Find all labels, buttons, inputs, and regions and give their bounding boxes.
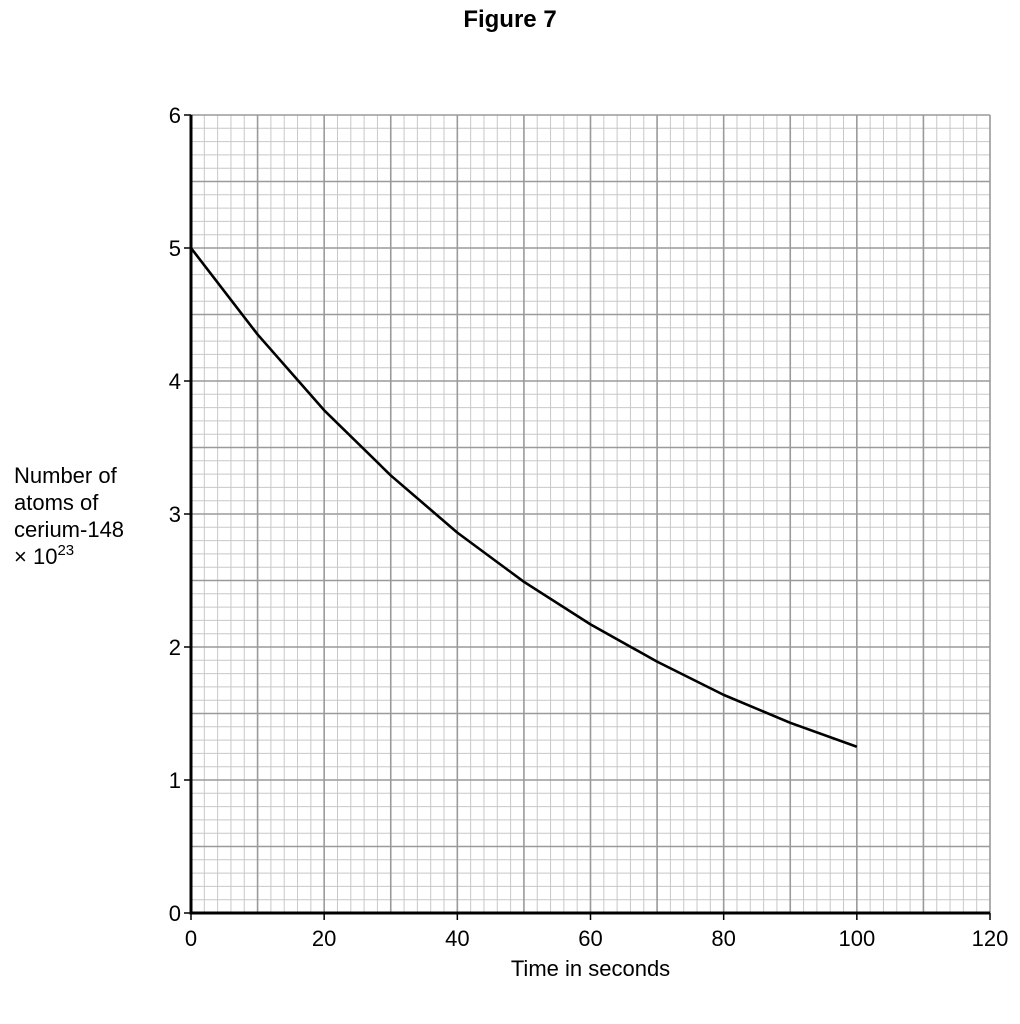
x-tick-label: 120: [972, 926, 1009, 951]
x-tick-label: 60: [578, 926, 602, 951]
y-axis-label-line-3: cerium-148: [14, 517, 125, 542]
x-axis-label: Time in seconds: [511, 956, 670, 981]
y-tick-label: 6: [169, 103, 181, 128]
y-tick-label: 2: [169, 635, 181, 660]
grid-major: [190, 114, 991, 914]
y-tick-label: 0: [169, 901, 181, 926]
y-tick-labels: 0 1 2 3 4 5 6: [169, 103, 181, 926]
y-tick-label: 5: [169, 236, 181, 261]
x-tick-label: 40: [445, 926, 469, 951]
y-axis-label: Number of atoms of cerium-148 × 1023: [14, 462, 124, 570]
data-series: [189, 247, 858, 748]
y-tick-label: 4: [169, 369, 181, 394]
y-axis-label-factor: × 1023: [14, 543, 124, 570]
y-tick-label: 3: [169, 502, 181, 527]
x-tick-label: 80: [711, 926, 735, 951]
x-tick-labels: 0 20 40 60 80 100 120: [185, 926, 1008, 951]
y-tick-label: 1: [169, 768, 181, 793]
axes: [184, 114, 991, 920]
x-tick-label: 100: [838, 926, 875, 951]
figure-title: Figure 7: [463, 6, 557, 33]
y-axis-label-line-2: atoms of: [14, 490, 99, 515]
x-tick-label: 0: [185, 926, 197, 951]
series-line-1: [189, 247, 858, 748]
x-tick-label: 20: [312, 926, 336, 951]
y-axis-factor-base: × 10: [14, 544, 58, 569]
y-axis-factor-exponent: 23: [57, 542, 75, 559]
y-axis-label-line-1: Number of: [14, 463, 117, 488]
